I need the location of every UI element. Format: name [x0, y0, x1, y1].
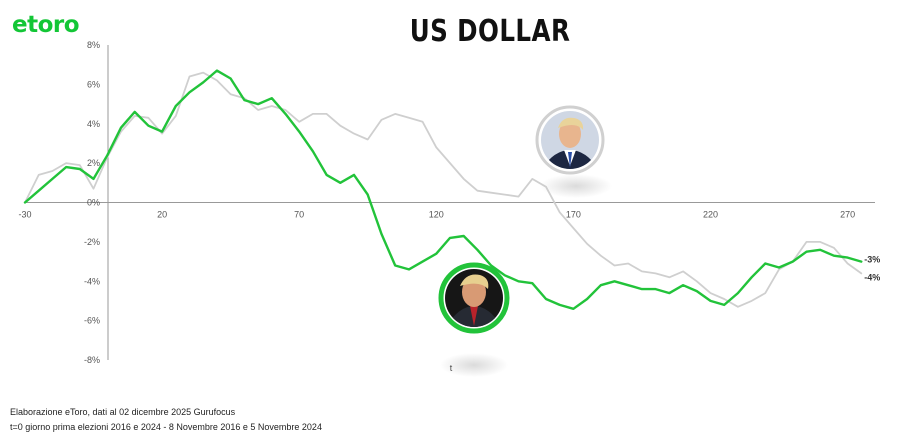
x-tick-label: 120: [429, 210, 444, 220]
end-label-2016: -4%: [864, 272, 880, 282]
chart-series: -4% -3%: [23, 69, 880, 310]
series-line-2024: [23, 69, 863, 310]
etoro-logo: etoro: [12, 12, 80, 38]
y-tick-label: -8%: [84, 355, 100, 365]
chart-title: US DOLLAR: [409, 14, 571, 49]
y-tick-label: 0%: [87, 198, 100, 208]
y-tick-label: 2%: [87, 158, 100, 168]
portrait-shadow: [440, 353, 508, 377]
portrait-shadow: [540, 174, 612, 198]
x-tick-label: 220: [703, 210, 718, 220]
source-note: Elaborazione eToro, dati al 02 dicembre …: [10, 405, 322, 435]
portrait-2016: [535, 105, 605, 175]
series-line-2016: [24, 71, 863, 308]
y-tick-label: -6%: [84, 316, 100, 326]
x-tick-label: 270: [840, 210, 855, 220]
y-tick-label: 4%: [87, 119, 100, 129]
x-tick-label: 70: [294, 210, 304, 220]
y-tick-label: -2%: [84, 237, 100, 247]
y-tick-label: 6%: [87, 79, 100, 89]
x-tick-label: 170: [566, 210, 581, 220]
portrait-2024: [438, 262, 510, 334]
source-line-2: t=0 giorno prima elezioni 2016 e 2024 - …: [10, 422, 322, 432]
x-tick-label: -30: [18, 210, 31, 220]
y-tick-label: -4%: [84, 276, 100, 286]
y-tick-label: 8%: [87, 40, 100, 50]
source-line-1: Elaborazione eToro, dati al 02 dicembre …: [10, 407, 236, 417]
x-tick-label: 20: [157, 210, 167, 220]
chart-axes: 8% 6% 4% 2% 0% -2% -4% -6% -8% -30 20 70 120 170 220 27…: [18, 40, 875, 373]
end-label-2024: -3%: [864, 255, 880, 265]
